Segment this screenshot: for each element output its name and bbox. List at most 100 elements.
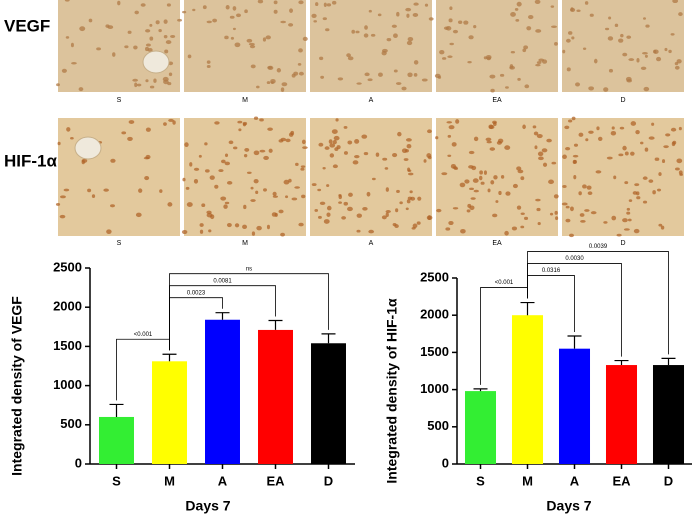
nucleus	[297, 63, 302, 66]
nucleus	[283, 179, 290, 185]
nucleus	[193, 167, 200, 171]
nucleus	[202, 5, 207, 10]
nucleus	[651, 122, 655, 126]
nucleus	[235, 13, 241, 18]
nucleus	[56, 83, 60, 87]
y-tick-label: 500	[60, 416, 82, 431]
micrograph	[56, 0, 182, 92]
nucleus	[237, 120, 243, 124]
nucleus	[628, 199, 633, 202]
x-tick-label: EA	[266, 473, 285, 488]
micrograph-bg	[58, 118, 180, 236]
nucleus	[302, 36, 308, 42]
nucleus	[337, 77, 344, 81]
nucleus	[486, 140, 492, 144]
nucleus	[468, 35, 474, 40]
nucleus	[338, 201, 342, 204]
nucleus	[672, 0, 679, 4]
micrograph	[562, 0, 684, 92]
nucleus	[634, 183, 640, 187]
nucleus	[268, 148, 273, 153]
nucleus	[315, 2, 319, 7]
nucleus	[158, 29, 162, 33]
bar	[558, 348, 591, 464]
nucleus	[263, 155, 269, 161]
nucleus	[582, 184, 587, 189]
nucleus	[449, 42, 454, 46]
nucleus	[238, 128, 242, 132]
nucleus	[586, 185, 592, 190]
nucleus	[206, 210, 212, 215]
nucleus	[103, 188, 109, 192]
nucleus	[396, 189, 400, 193]
nucleus	[449, 6, 453, 11]
micrograph-bg	[436, 0, 558, 92]
nucleus	[399, 201, 403, 205]
nucleus	[633, 228, 640, 234]
nucleus	[427, 129, 432, 134]
nucleus	[230, 36, 235, 40]
nucleus	[375, 152, 380, 157]
nucleus	[628, 58, 635, 62]
nucleus	[91, 194, 96, 198]
nucleus	[538, 156, 544, 161]
y-tick-label: 1000	[53, 377, 82, 392]
nucleus	[70, 42, 74, 48]
nucleus	[347, 140, 353, 145]
nucleus	[406, 40, 413, 46]
nucleus	[625, 76, 632, 82]
nucleus	[626, 211, 631, 215]
nucleus	[356, 82, 362, 85]
nucleus	[435, 136, 439, 140]
nucleus	[610, 130, 617, 136]
nucleus	[224, 161, 231, 166]
nucleus	[280, 87, 285, 92]
nucleus	[71, 62, 77, 65]
y-tick-label: 2500	[53, 259, 82, 274]
nucleus	[224, 35, 229, 40]
nucleus	[234, 223, 240, 228]
nucleus	[319, 201, 326, 206]
nucleus	[155, 20, 160, 25]
nucleus	[678, 126, 682, 131]
nucleus	[561, 202, 568, 206]
nucleus	[642, 200, 648, 204]
nucleus	[214, 121, 220, 125]
nucleus	[301, 139, 306, 145]
nucleus	[168, 72, 173, 77]
nucleus	[319, 56, 324, 61]
nucleus	[401, 148, 408, 154]
error-bar	[614, 359, 629, 366]
nucleus	[300, 167, 305, 171]
y-tick-label: 0	[442, 455, 449, 470]
nucleus	[332, 164, 338, 169]
nucleus	[428, 17, 434, 21]
nucleus	[407, 72, 413, 78]
nucleus	[363, 152, 369, 156]
nucleus	[329, 153, 335, 158]
nucleus	[145, 29, 151, 33]
nucleus	[288, 178, 292, 183]
nucleus	[149, 23, 153, 27]
nucleus	[570, 206, 574, 212]
nucleus	[622, 52, 628, 57]
nucleus	[246, 38, 253, 43]
nucleus	[253, 116, 259, 120]
error-bar	[162, 353, 177, 362]
nucleus	[447, 55, 453, 59]
nucleus	[265, 35, 271, 40]
nucleus	[588, 130, 594, 134]
nucleus	[149, 85, 155, 89]
nucleus	[483, 170, 487, 175]
nucleus	[182, 177, 186, 182]
nucleus	[149, 36, 154, 41]
nucleus	[497, 138, 504, 144]
nucleus	[66, 127, 71, 132]
nucleus	[127, 136, 133, 141]
error-bar	[520, 301, 535, 316]
y-tick-label: 1500	[53, 338, 82, 353]
nucleus	[208, 229, 212, 233]
row-label: VEGF	[4, 16, 50, 35]
nucleus	[473, 189, 479, 193]
nucleus	[536, 61, 542, 64]
